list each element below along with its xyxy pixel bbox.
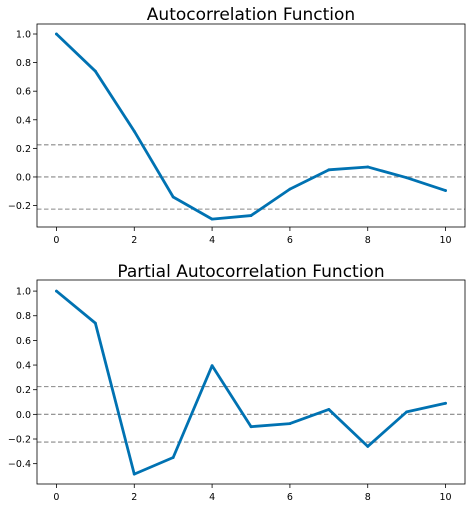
acf-point-3	[171, 195, 175, 199]
pacf-point-1	[93, 321, 97, 325]
acf-point-7	[327, 168, 331, 172]
pacf-y-tick-label-5: 0.0	[16, 410, 31, 421]
acf-point-6	[288, 187, 292, 191]
pacf-x-tick-label-0: 0	[53, 492, 59, 503]
pacf-y-tick-label-7: −0.4	[8, 459, 31, 470]
pacf-point-5	[249, 425, 253, 429]
pacf-chart: Partial Autocorrelation Function 0 2 4 6 8 10 1…	[8, 262, 466, 503]
pacf-point-0	[55, 289, 58, 293]
acf-point-5	[249, 214, 253, 217]
acf-axes-frame	[36, 23, 466, 228]
acf-point-9	[405, 176, 409, 180]
pacf-y-tick-label-2: 0.6	[16, 336, 31, 347]
pacf-x-tick-label-4: 4	[209, 492, 215, 503]
acf-y-tick-label-3: 0.4	[16, 115, 31, 126]
pacf-point-7	[327, 408, 331, 411]
pacf-x-tick-label-8: 8	[365, 492, 371, 503]
acf-x-tick-label-0: 0	[53, 235, 59, 246]
acf-point-0	[55, 32, 58, 36]
pacf-y-tick-label-4: 0.2	[16, 385, 31, 396]
acf-x-tick-label-4: 4	[209, 235, 215, 246]
acf-y-tick-label-1: 0.8	[16, 58, 31, 69]
acf-series-line	[55, 32, 447, 221]
pacf-axes-frame	[36, 279, 466, 485]
pacf-point-10	[444, 401, 447, 405]
acf-x-tick-label-10: 10	[439, 235, 451, 246]
acf-x-tick-label-6: 6	[287, 235, 293, 246]
pacf-x-tick-label-2: 2	[131, 492, 137, 503]
acf-point-1	[93, 69, 97, 73]
pacf-point-4	[210, 364, 214, 368]
acf-point-4	[210, 217, 214, 221]
pacf-point-6	[288, 422, 292, 426]
acf-x-tick-label-8: 8	[365, 235, 371, 246]
pacf-y-tick-label-6: −0.2	[8, 435, 31, 446]
pacf-point-3	[171, 456, 175, 459]
pacf-point-8	[366, 445, 370, 448]
acf-point-2	[132, 129, 136, 133]
pacf-y-tick-label-0: 1.0	[16, 287, 31, 298]
acf-y-tick-label-2: 0.6	[16, 87, 31, 98]
acf-point-10	[444, 189, 447, 192]
acf-point-8	[366, 165, 370, 169]
pacf-series-line	[55, 289, 447, 476]
pacf-point-2	[132, 472, 136, 476]
acf-y-tick-label-4: 0.2	[16, 144, 31, 155]
acf-chart: Autocorrelation Function 0 2 4 6 8 10 1.0 0.8 0.6…	[8, 5, 466, 246]
acf-title: Autocorrelation Function	[147, 5, 355, 25]
pacf-x-tick-label-6: 6	[287, 492, 293, 503]
acf-y-tick-label-0: 1.0	[16, 30, 31, 41]
pacf-point-9	[405, 410, 409, 414]
pacf-y-tick-label-1: 0.8	[16, 311, 31, 322]
acf-x-tick-label-2: 2	[131, 235, 137, 246]
pacf-y-tick-label-3: 0.4	[16, 361, 31, 372]
acf-y-tick-label-5: 0.0	[16, 172, 31, 183]
acf-y-tick-label-6: −0.2	[8, 201, 31, 212]
pacf-x-tick-label-10: 10	[439, 492, 451, 503]
pacf-title: Partial Autocorrelation Function	[117, 262, 384, 282]
